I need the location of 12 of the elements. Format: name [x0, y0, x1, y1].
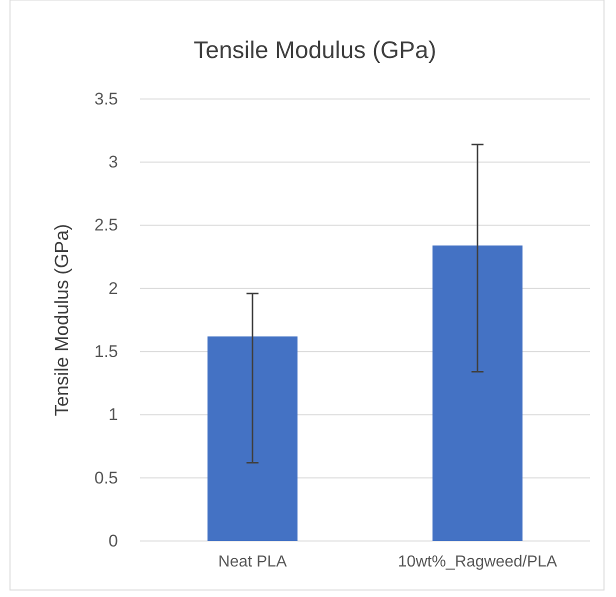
- y-tick-label: 2: [108, 278, 118, 298]
- y-axis-title: Tensile Modulus (GPa): [52, 224, 73, 416]
- y-tick-label: 1.5: [94, 342, 118, 362]
- chart-title: Tensile Modulus (GPa): [194, 37, 436, 64]
- y-tick-label: 0: [108, 531, 118, 550]
- y-tick-label: 0.5: [94, 468, 118, 488]
- y-tick-label: 3: [108, 152, 118, 172]
- y-tick-label: 2.5: [94, 216, 118, 235]
- y-tick-label: 1: [108, 405, 118, 424]
- x-tick-label: 10wt%_Ragweed/PLA: [398, 553, 558, 570]
- y-tick-label: 3.5: [94, 89, 118, 108]
- x-tick-label: Neat PLA: [218, 553, 288, 570]
